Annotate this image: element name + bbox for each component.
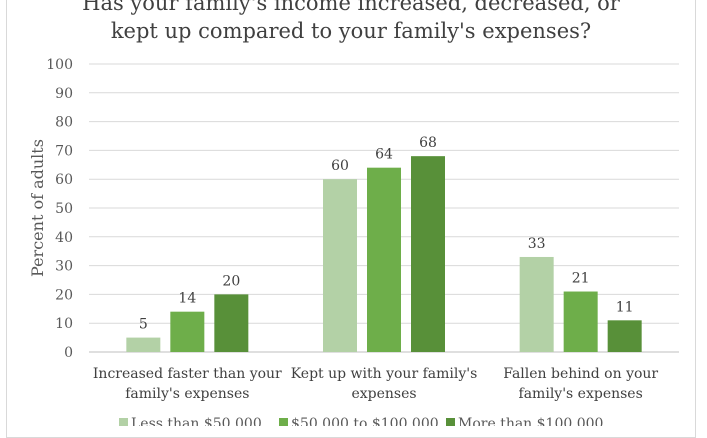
bar [367,167,401,352]
x-axis-categories: Increased faster than your family's expen… [93,366,659,402]
bar [411,156,445,352]
bar [126,337,161,352]
y-tick-label: 10 [55,316,73,332]
data-label: 33 [528,236,546,252]
y-tick-label: 60 [55,172,73,188]
data-label: 14 [178,291,196,307]
bar [519,256,554,352]
y-tick-label: 40 [55,230,73,246]
x-category-label: Kept up with your family's [291,366,478,382]
x-category-label: Fallen behind on your [503,366,658,382]
bars [126,156,642,352]
y-tick-label: 100 [46,57,73,73]
bar-chart: Has your family's income increased, decr… [28,0,679,426]
bar [563,291,598,352]
data-label: 64 [375,147,393,163]
data-label: 21 [572,271,590,287]
legend-label: Less than $50,000 [131,416,262,426]
legend-item: $50,000 to $100,000 [279,416,439,426]
x-category-label: family's expenses [519,386,643,402]
y-tick-label: 70 [55,143,73,159]
x-category-label: family's expenses [125,386,249,402]
y-tick-label: 20 [55,287,73,303]
y-tick-label: 90 [55,86,73,102]
y-tick-label: 30 [55,259,73,275]
chart-title-line-1: Has your family's income increased, decr… [82,0,621,15]
data-labels: 5 14 20 60 64 68 33 21 11 [139,135,634,332]
y-axis-ticks: 0 10 20 30 40 50 60 70 80 90 100 [46,57,73,361]
data-label: 11 [616,299,634,315]
x-category-label: Increased faster than your [93,366,282,382]
y-tick-label: 80 [55,115,73,131]
bar [607,320,642,352]
legend-label: $50,000 to $100,000 [291,416,439,426]
x-category-label: expenses [351,386,416,402]
y-tick-label: 0 [64,345,73,361]
bar [214,294,249,352]
legend-item: More than $100,000 [446,416,603,426]
legend-swatch [119,418,128,426]
chart-title: Has your family's income increased, decr… [82,0,621,43]
legend-swatch [446,418,455,426]
y-axis-label: Percent of adults [28,139,47,277]
data-label: 20 [222,273,240,289]
legend-swatch [279,418,288,426]
legend-item: Less than $50,000 [119,416,262,426]
data-label: 68 [419,135,437,151]
legend: Less than $50,000 $50,000 to $100,000 More… [119,416,603,426]
bar [323,179,357,352]
data-label: 60 [331,158,349,174]
legend-label: More than $100,000 [458,416,603,426]
y-tick-label: 50 [55,201,73,217]
data-label: 5 [139,317,148,333]
bar [170,311,205,352]
chart-title-line-2: kept up compared to your family's expens… [111,19,591,43]
